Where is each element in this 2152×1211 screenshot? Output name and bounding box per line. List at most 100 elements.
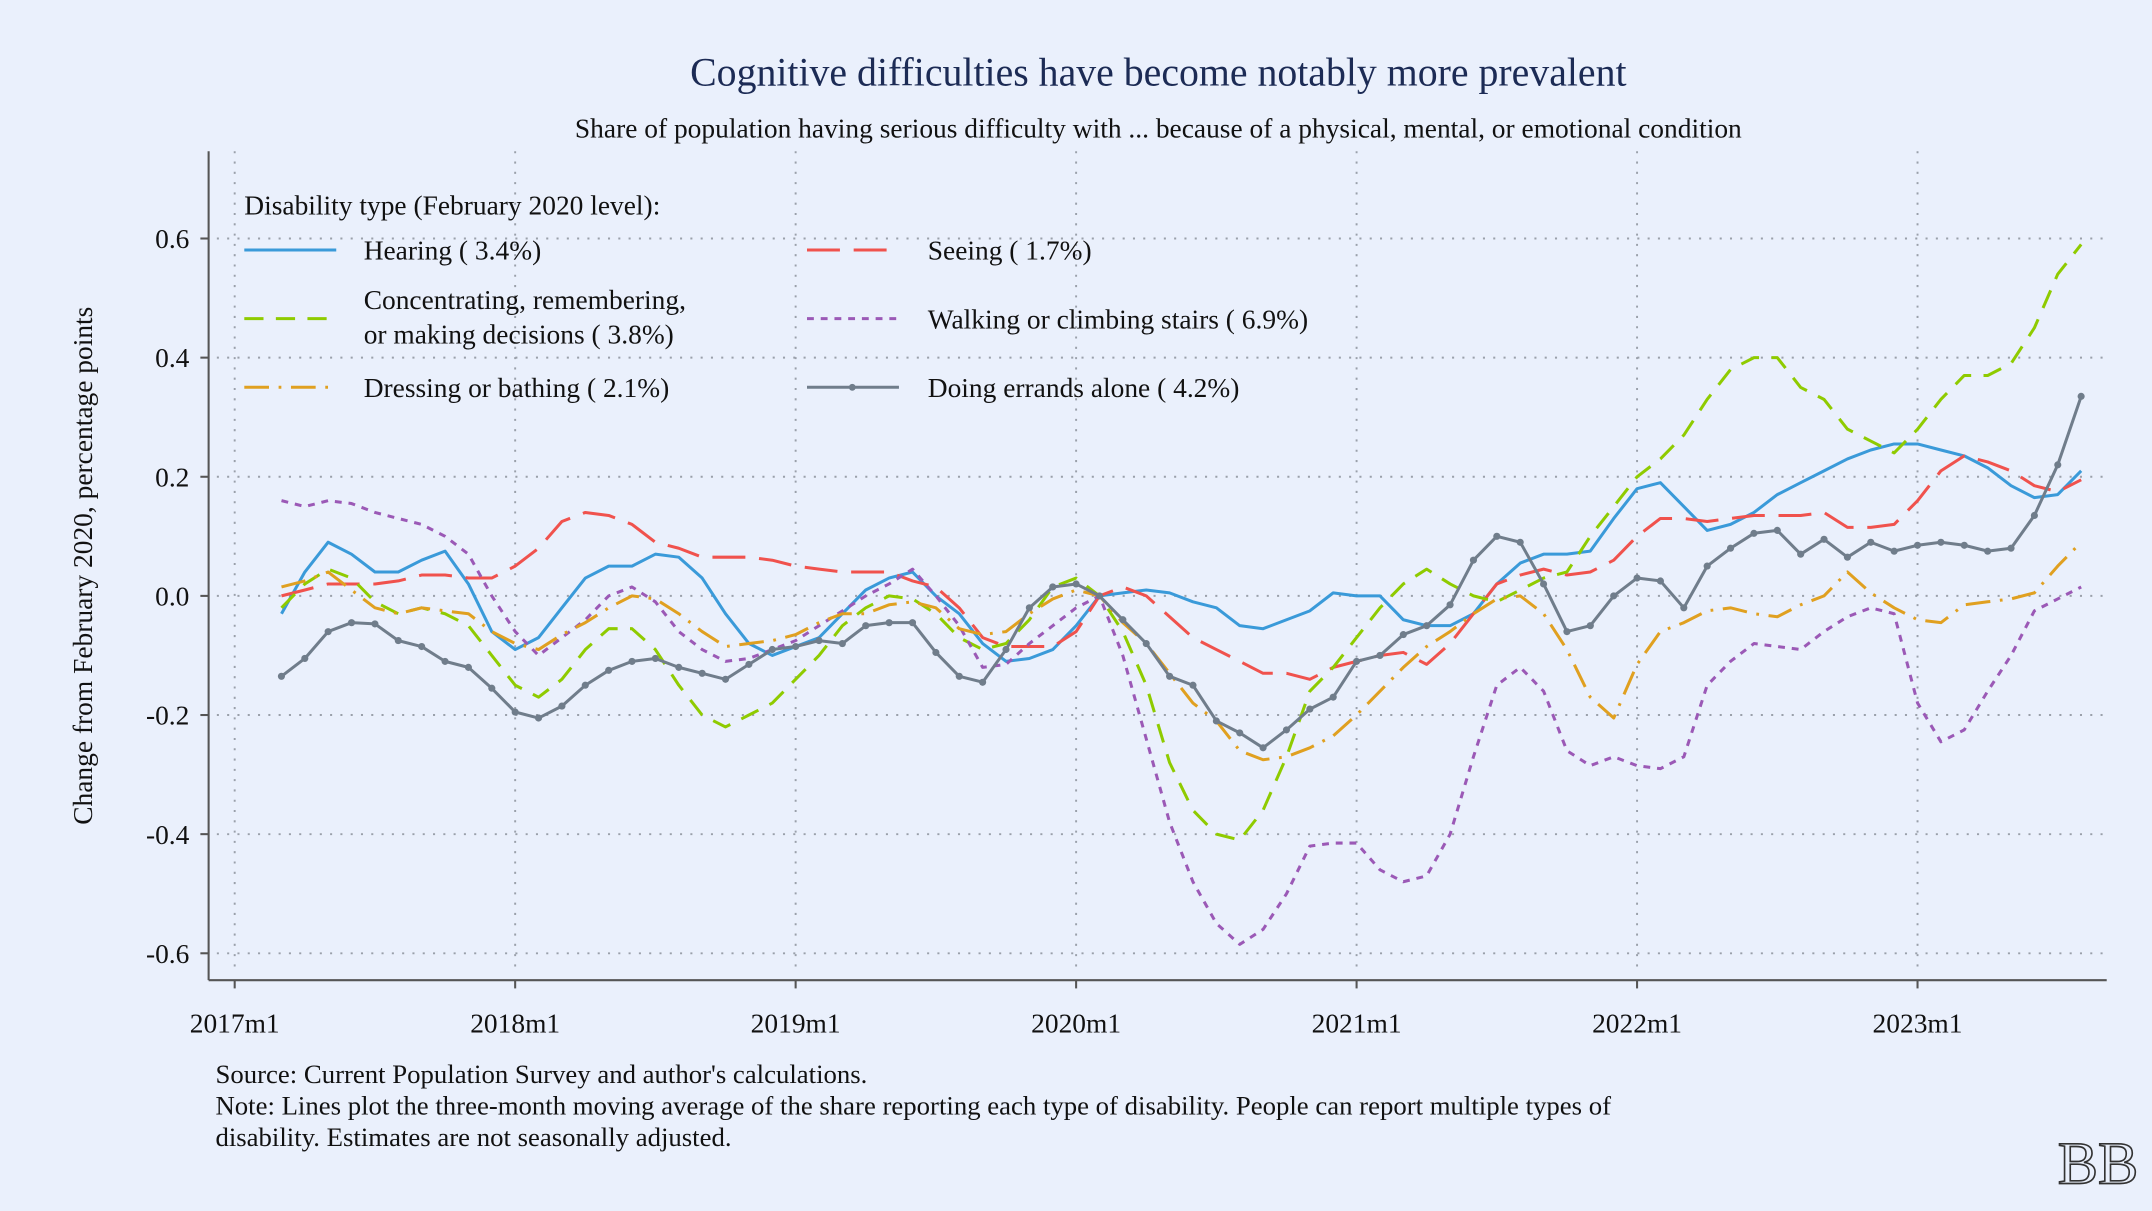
data-point-marker xyxy=(862,622,870,630)
data-point-marker xyxy=(418,642,426,651)
data-point-marker xyxy=(2030,511,2038,520)
y-tick-label: -0.6 xyxy=(146,939,189,969)
data-point-marker xyxy=(1329,693,1337,701)
data-point-marker xyxy=(1703,562,1711,570)
data-point-marker xyxy=(838,639,846,648)
data-point-marker xyxy=(1072,580,1080,588)
data-point-marker xyxy=(277,672,286,680)
data-point-marker xyxy=(1539,580,1548,588)
data-point-marker xyxy=(745,660,753,668)
data-point-marker xyxy=(932,648,940,657)
series-line-2 xyxy=(280,243,2083,842)
series-line-1 xyxy=(281,454,2082,681)
data-point-marker xyxy=(1166,672,1174,680)
data-point-marker xyxy=(1890,547,1898,555)
data-point-marker xyxy=(581,681,589,689)
data-point-marker xyxy=(1984,547,1992,555)
axis-ticks: 0.6 0.4 0.2 0.0 -0.2 -0.4 -0.6 2017m1 2018m1 2019… xyxy=(146,224,1963,1038)
data-point-marker xyxy=(792,642,800,651)
data-point-marker xyxy=(908,619,917,627)
data-point-marker xyxy=(464,663,472,671)
footnote-line-1: Note: Lines plot the three-month moving … xyxy=(215,1091,1611,1121)
series-group xyxy=(277,243,2085,946)
data-point-marker xyxy=(2077,392,2085,400)
legend-label-hearing: Hearing ( 3.4%) xyxy=(364,236,542,266)
data-point-marker xyxy=(1960,541,1968,549)
bb-logo: BB xyxy=(2058,1130,2139,1197)
data-point-marker xyxy=(1843,553,1851,561)
data-point-marker xyxy=(394,636,402,645)
x-tick-label: 2020m1 xyxy=(1031,1008,1121,1038)
data-point-marker xyxy=(1516,538,1524,546)
data-point-marker xyxy=(1656,577,1664,585)
x-tick-label: 2023m1 xyxy=(1873,1008,1963,1038)
data-point-marker xyxy=(1119,616,1127,624)
data-point-marker xyxy=(885,619,893,627)
y-tick-label: 0.4 xyxy=(155,343,190,373)
data-point-marker xyxy=(1376,651,1384,660)
data-point-marker xyxy=(371,620,379,628)
series-line-0 xyxy=(280,442,2083,663)
data-point-marker xyxy=(324,628,332,636)
series-line-5 xyxy=(280,395,2083,750)
data-point-marker xyxy=(1867,538,1875,546)
data-point-marker xyxy=(1025,604,1033,612)
data-point-marker xyxy=(1469,556,1478,564)
x-tick-label: 2021m1 xyxy=(1312,1008,1402,1038)
data-point-marker xyxy=(1750,529,1758,537)
data-point-marker xyxy=(1353,657,1361,665)
data-point-marker xyxy=(698,669,706,677)
x-tick-label: 2019m1 xyxy=(751,1008,841,1038)
legend-marker-errands xyxy=(848,383,856,391)
data-point-marker xyxy=(1820,535,1828,543)
chart-title: Cognitive difficulties have become notab… xyxy=(690,50,1626,94)
data-point-marker xyxy=(1913,541,1922,549)
data-point-marker xyxy=(1212,717,1220,725)
legend-label-concentrating-1: Concentrating, remembering, xyxy=(364,285,686,315)
data-point-marker xyxy=(815,636,823,645)
legend-label-seeing: Seeing ( 1.7%) xyxy=(928,236,1092,266)
data-point-marker xyxy=(1189,681,1197,689)
legend: Disability type (February 2020 level): H… xyxy=(244,190,1308,403)
data-point-marker xyxy=(301,654,309,663)
data-point-marker xyxy=(651,654,659,663)
data-point-marker xyxy=(628,657,636,665)
gridlines xyxy=(216,151,2107,972)
chart-subtitle: Share of population having serious diffi… xyxy=(575,113,1742,143)
data-point-marker xyxy=(721,675,730,683)
data-point-marker xyxy=(1446,601,1454,609)
series-line-3 xyxy=(281,499,2082,946)
data-point-marker xyxy=(511,708,519,716)
y-tick-label: -0.4 xyxy=(146,820,190,850)
data-point-marker xyxy=(1610,592,1618,600)
data-point-marker xyxy=(1680,604,1688,612)
x-tick-label: 2017m1 xyxy=(190,1008,280,1038)
data-point-marker xyxy=(1142,639,1150,648)
series-line-4 xyxy=(281,541,2083,762)
data-point-marker xyxy=(1095,592,1104,600)
data-point-marker xyxy=(347,619,356,627)
data-point-marker xyxy=(558,702,566,710)
data-point-marker xyxy=(1493,532,1501,540)
data-point-marker xyxy=(488,684,496,692)
y-axis-label: Change from February 2020, percentage po… xyxy=(68,307,98,825)
data-point-marker xyxy=(1773,526,1781,534)
data-point-marker xyxy=(1633,574,1641,582)
data-point-marker xyxy=(2054,461,2062,469)
data-point-marker xyxy=(1563,628,1571,636)
legend-label-errands: Doing errands alone ( 4.2%) xyxy=(928,373,1240,403)
data-point-marker xyxy=(1259,744,1267,752)
data-point-marker xyxy=(675,663,683,671)
x-tick-label: 2022m1 xyxy=(1592,1008,1682,1038)
legend-label-walking: Walking or climbing stairs ( 6.9%) xyxy=(928,304,1308,334)
data-point-marker xyxy=(1282,726,1291,734)
data-point-marker xyxy=(1049,583,1057,591)
y-tick-label: -0.2 xyxy=(146,701,189,731)
data-point-marker xyxy=(1797,550,1805,558)
y-tick-label: 0.2 xyxy=(155,462,189,492)
data-point-marker xyxy=(1423,622,1431,630)
legend-label-concentrating-2: or making decisions ( 3.8%) xyxy=(364,319,674,349)
y-tick-label: 0.6 xyxy=(155,224,189,254)
legend-title: Disability type (February 2020 level): xyxy=(244,190,660,220)
